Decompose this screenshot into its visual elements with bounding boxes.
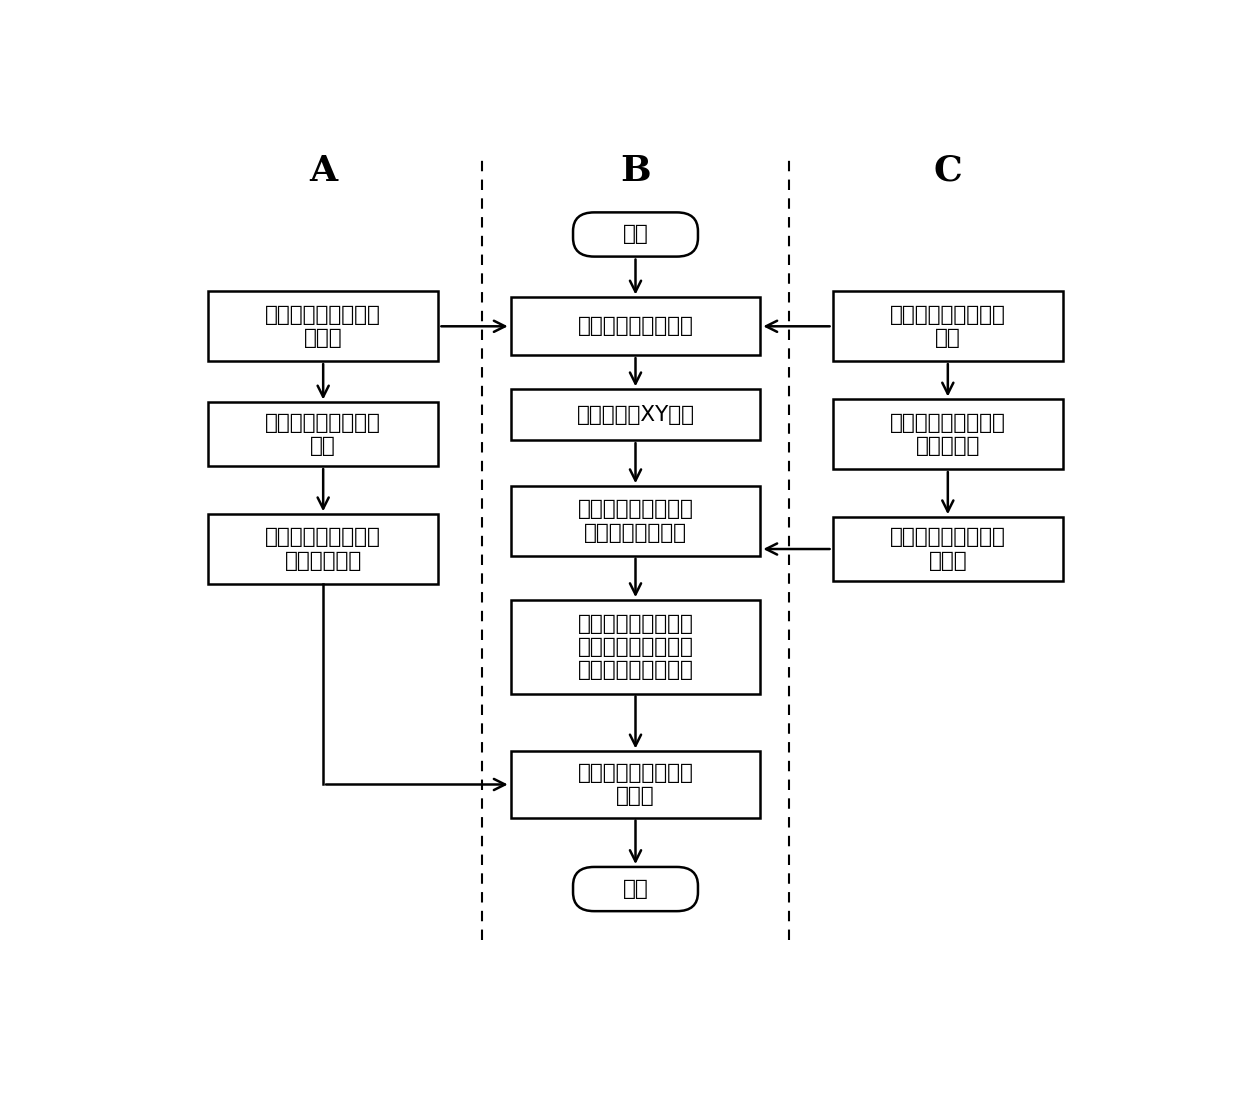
Bar <box>832 517 1063 581</box>
FancyBboxPatch shape <box>573 867 698 911</box>
Text: A: A <box>309 153 337 188</box>
Text: 现场测量变压器的介
电谱: 现场测量变压器的介 电谱 <box>265 413 381 456</box>
Text: 建立变压器XY模型: 建立变压器XY模型 <box>577 405 694 425</box>
Bar <box>208 402 439 466</box>
Text: 开始: 开始 <box>622 224 649 244</box>
Text: 计算不同含水量下变
压器的整体介电谱: 计算不同含水量下变 压器的整体介电谱 <box>578 499 693 542</box>
Text: 测量绝缘油的直流电
导率: 测量绝缘油的直流电 导率 <box>890 305 1006 348</box>
Bar <box>511 486 760 555</box>
Text: 制备不同含水量的绝
缘纸板试品: 制备不同含水量的绝 缘纸板试品 <box>890 413 1006 456</box>
Text: C: C <box>934 153 962 188</box>
Bar <box>511 390 760 440</box>
Bar <box>832 291 1063 361</box>
Text: 计算特定频率下变压
器的介电常数: 计算特定频率下变压 器的介电常数 <box>265 528 381 571</box>
Text: 获取变压器尺寸参数: 获取变压器尺寸参数 <box>578 317 693 337</box>
Text: 结束: 结束 <box>622 879 649 899</box>
Bar <box>511 752 760 818</box>
Text: B: B <box>620 153 651 188</box>
Bar <box>208 514 439 584</box>
Bar <box>511 599 760 693</box>
FancyBboxPatch shape <box>573 212 698 256</box>
Bar <box>832 400 1063 469</box>
Text: 计算变压器绝缘纸板
含水量: 计算变压器绝缘纸板 含水量 <box>578 763 693 806</box>
Text: 取被测变压器的绝缘
油试品: 取被测变压器的绝缘 油试品 <box>265 305 381 348</box>
Text: 拟合特定频率下变压
器介电常数与绝缘纸
板含水量的关系函数: 拟合特定频率下变压 器介电常数与绝缘纸 板含水量的关系函数 <box>578 614 693 680</box>
Bar <box>511 297 760 355</box>
Text: 测量绝缘纸板试品的
介电谱: 测量绝缘纸板试品的 介电谱 <box>890 528 1006 571</box>
Bar <box>208 291 439 361</box>
